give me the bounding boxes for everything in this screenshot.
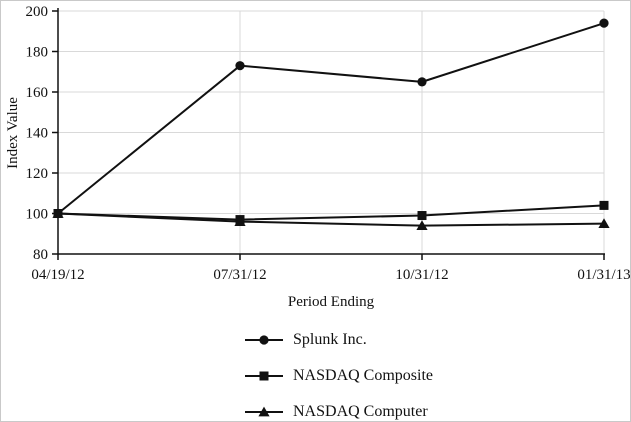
triangle-marker-icon: [245, 406, 283, 417]
y-tick-label: 200: [26, 4, 49, 20]
triangle-data-marker: [598, 218, 610, 229]
triangle-data-marker: [416, 220, 428, 231]
y-axis-title: Index Value: [5, 97, 21, 169]
y-tick-label: 100: [26, 207, 49, 223]
line-chart-canvas: 80 100 120 140 160 180 200 04/19/12 07/31/12 10/3…: [5, 4, 631, 283]
x-tick-label: 10/31/12: [395, 267, 448, 283]
x-tick-label: 01/31/13: [577, 267, 630, 283]
legend-label: NASDAQ Computer: [293, 403, 428, 420]
circle-data-marker: [235, 61, 245, 71]
y-tick-label: 120: [26, 166, 49, 182]
legend-item-nasdaq-computer: NASDAQ Computer: [244, 403, 433, 420]
y-tick-label: 80: [33, 247, 48, 263]
axes: 80 100 120 140 160 180 200 04/19/12 07/31/12 10/3…: [26, 4, 631, 283]
circle-data-marker: [599, 18, 609, 28]
legend-label: NASDAQ Composite: [293, 367, 434, 384]
legend-item-nasdaq-composite: NASDAQ Composite: [244, 367, 434, 384]
x-axis-title: Period Ending: [287, 294, 375, 310]
square-marker-icon: [245, 371, 283, 381]
y-tick-label: 180: [26, 45, 49, 61]
circle-data-marker: [417, 77, 427, 87]
y-tick-label: 140: [26, 126, 49, 142]
triangle-data-marker: [52, 208, 64, 218]
square-data-marker: [599, 200, 609, 210]
x-tick-label: 04/19/12: [31, 267, 84, 283]
legend-item-splunk: Splunk Inc.: [244, 331, 433, 348]
legend: Splunk Inc. NASDAQ Composite NASDAQ Comp…: [244, 331, 434, 420]
square-data-marker: [417, 211, 427, 221]
circle-marker-icon: [245, 335, 283, 345]
y-tick-label: 160: [26, 85, 49, 101]
legend-label: Splunk Inc.: [293, 331, 367, 348]
gridlines: [58, 10, 605, 254]
x-tick-label: 07/31/12: [213, 267, 266, 283]
data-series: [52, 18, 610, 231]
triangle-data-marker: [234, 216, 246, 226]
